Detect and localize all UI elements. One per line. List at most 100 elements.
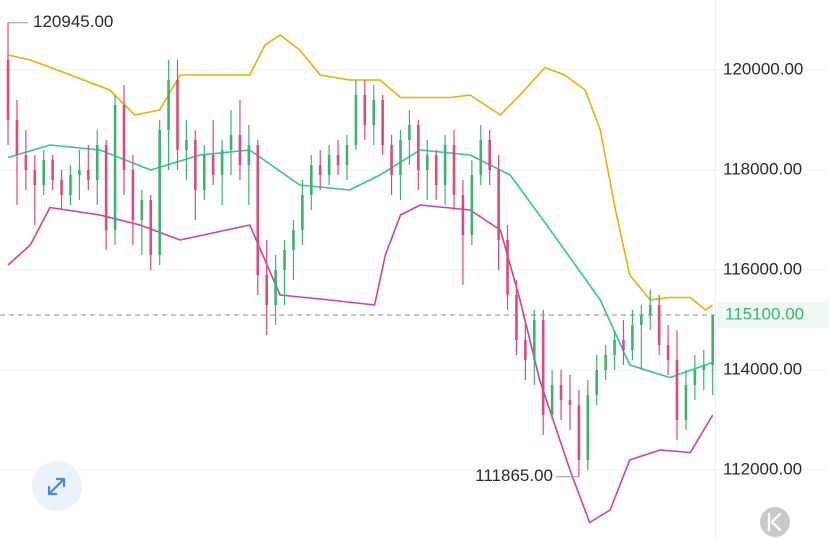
candle-body (497, 170, 500, 240)
last-price-bg (717, 302, 829, 328)
candle-body (202, 155, 206, 190)
candle-body (479, 140, 483, 175)
candle-body (265, 275, 268, 305)
candle-body (568, 400, 572, 405)
candle-body (381, 100, 384, 145)
candle-body (515, 295, 518, 340)
candle-body (42, 160, 46, 185)
candle-body (167, 80, 170, 130)
candle-body (425, 155, 429, 170)
candle-body (631, 325, 634, 350)
low-marker-label: 111865.00 (475, 466, 553, 485)
candle-body (301, 195, 304, 230)
candle-body (87, 170, 90, 180)
band-line (7, 34, 714, 311)
candle-body (247, 145, 251, 165)
candle-body (158, 130, 161, 255)
candle-body (336, 155, 340, 165)
candle-body (113, 105, 117, 230)
candle-body (211, 155, 215, 175)
candle-body (354, 95, 358, 145)
candle-body (220, 150, 224, 175)
candle-body (648, 305, 652, 315)
y-tick-label: 120000.00 (723, 59, 803, 78)
annotations: 120945.00 111865.00 115100.00 (0, 12, 829, 485)
grid: 112000.00 114000.00 116000.00 118000.00 1200… (0, 59, 829, 478)
candle-body (488, 140, 491, 170)
candle-body (176, 80, 179, 150)
candle-body (69, 175, 72, 195)
candle-body (684, 385, 688, 420)
candle-body (292, 230, 295, 250)
expand-icon (47, 477, 66, 496)
band-line (7, 204, 714, 524)
candle-body (461, 195, 465, 235)
candle-body (640, 315, 643, 325)
expand-button[interactable] (32, 461, 82, 511)
candle-body (550, 385, 554, 415)
candle-body (51, 160, 54, 180)
candle-body (613, 340, 616, 355)
candle-body (524, 340, 527, 360)
candle-body (15, 120, 19, 155)
candle-body (693, 370, 697, 385)
candle-body (309, 165, 313, 195)
candle-body (702, 365, 706, 370)
candle-body (33, 170, 37, 185)
candles (6, 22, 714, 477)
candle-body (194, 140, 197, 190)
candle-body (283, 250, 286, 270)
candle-body (408, 125, 411, 140)
candle-body (78, 170, 81, 175)
candle-body (229, 135, 233, 150)
candle-body (140, 200, 144, 220)
candle-body (363, 95, 367, 125)
candle-body (327, 155, 331, 175)
candle-body (318, 165, 322, 175)
y-tick-label: 118000.00 (723, 159, 802, 178)
candle-body (24, 155, 28, 170)
candle-body (6, 60, 10, 120)
candle-body (345, 145, 349, 165)
candle-body (104, 145, 108, 230)
candle-body (657, 305, 661, 345)
candle-body (595, 370, 599, 395)
candle-body (711, 315, 714, 365)
candle-body (372, 100, 376, 125)
candle-body (506, 240, 509, 295)
candle-body (532, 320, 536, 360)
back-icon (767, 512, 782, 532)
high-marker-label: 120945.00 (33, 12, 113, 31)
candle-body (541, 320, 545, 415)
candle-body (417, 125, 420, 170)
candle-body (434, 155, 438, 185)
candle-body (452, 145, 456, 195)
candle-body (622, 340, 625, 350)
candle-body (666, 345, 670, 360)
candle-body (399, 140, 402, 175)
candle-body (238, 135, 242, 165)
candle-body (604, 355, 607, 370)
candle-body (274, 270, 277, 305)
candle-body (149, 200, 153, 255)
back-to-latest-button[interactable] (760, 507, 790, 537)
last-price-label: 115100.00 (725, 304, 804, 323)
candle-body (470, 175, 474, 235)
candle-body (443, 145, 447, 185)
y-tick-label: 116000.00 (723, 259, 802, 278)
bands (7, 34, 714, 524)
candle-body (586, 395, 590, 460)
candle-body (185, 140, 188, 150)
back-button-bg[interactable] (760, 507, 790, 537)
y-tick-label: 114000.00 (723, 359, 802, 378)
y-tick-label: 112000.00 (723, 459, 802, 478)
candle-body (60, 180, 63, 195)
candle-body (95, 145, 99, 180)
candle-body (390, 145, 393, 175)
candle-body (131, 170, 135, 220)
candle-body (559, 385, 563, 400)
candle-body (675, 360, 679, 420)
candle-body (256, 145, 260, 275)
